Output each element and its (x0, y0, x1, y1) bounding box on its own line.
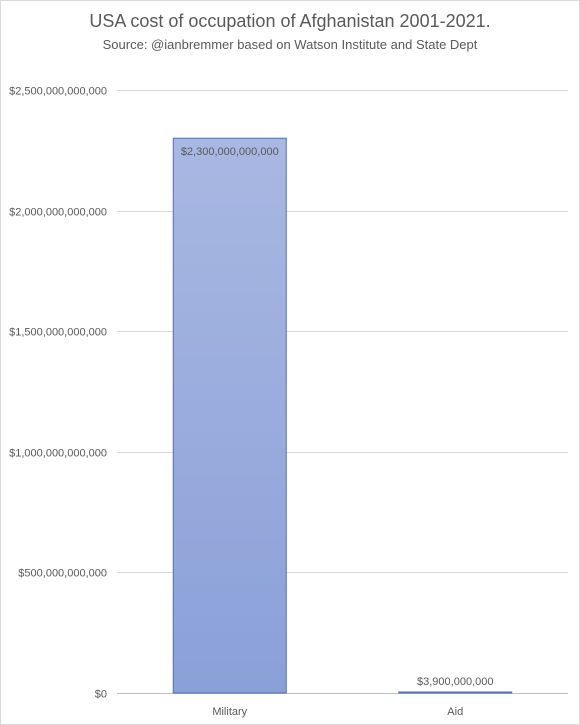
y-tick-label: $2,500,000,000,000 (9, 86, 107, 98)
bar-military (172, 137, 287, 694)
y-tick-label: $1,500,000,000,000 (9, 327, 107, 339)
category-label-aid: Aid (447, 706, 463, 718)
y-axis-tick-labels: $0 $500,000,000,000 $1,000,000,000,000 $1,5… (9, 86, 107, 701)
data-labels: $2,300,000,000,000 $3,900,000,000 (181, 146, 494, 688)
y-tick-label: $500,000,000,000 (18, 568, 107, 580)
chart-subtitle: Source: @ianbremmer based on Watson Inst… (103, 37, 478, 52)
y-tick-label: $2,000,000,000,000 (9, 207, 107, 219)
x-axis-category-labels: Military Aid (212, 706, 463, 718)
bar-aid (398, 691, 513, 694)
y-tick-label: $1,000,000,000,000 (9, 448, 107, 460)
data-label-aid: $3,900,000,000 (417, 676, 493, 688)
chart-title: USA cost of occupation of Afghanistan 20… (89, 11, 490, 31)
data-label-military: $2,300,000,000,000 (181, 146, 279, 158)
y-tick-label: $0 (95, 689, 107, 701)
category-label-military: Military (212, 706, 247, 718)
bars (172, 137, 513, 694)
